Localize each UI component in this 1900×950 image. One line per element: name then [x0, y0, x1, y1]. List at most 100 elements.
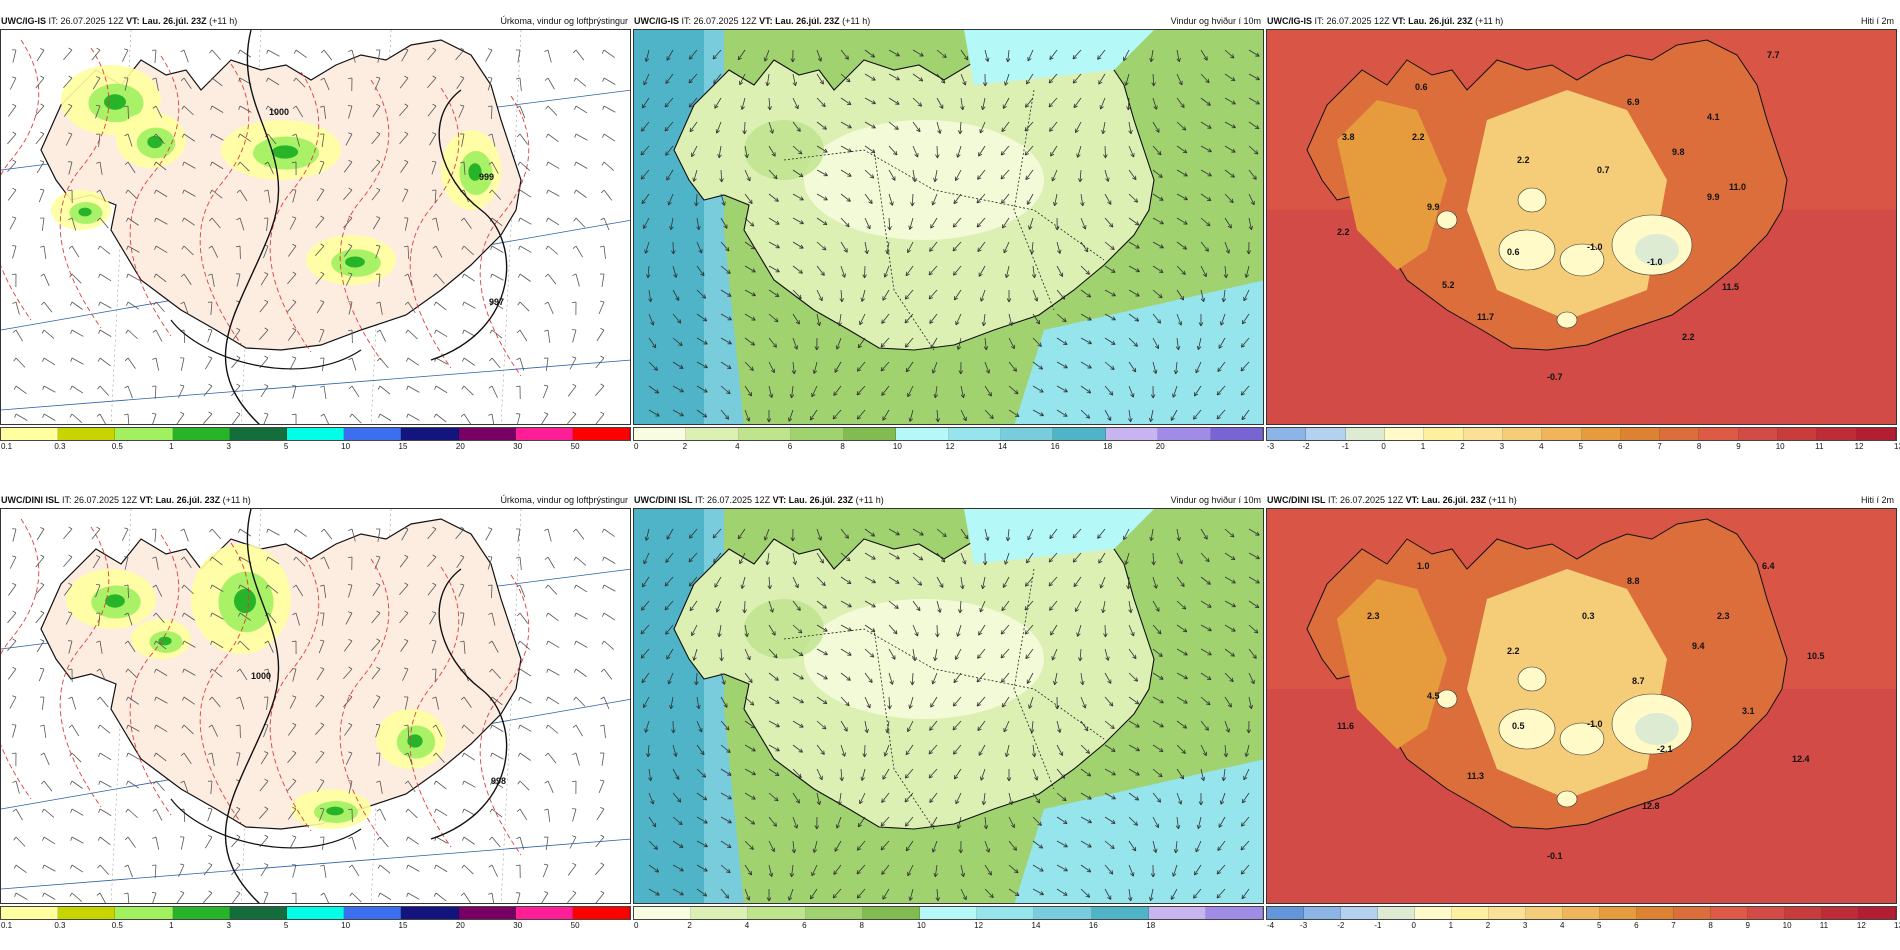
wind-barb-flag [40, 752, 45, 756]
wind-barb [1051, 169, 1058, 182]
wind-arrow-head [1193, 894, 1195, 899]
wind-barb-flag [517, 273, 521, 278]
wind-arrow-head [1151, 82, 1155, 87]
wind-arrow-head [704, 340, 708, 345]
wind-barb-flag [602, 77, 605, 82]
wind-barb [575, 556, 587, 566]
wind-arrow-head [823, 271, 825, 276]
wind-barb [955, 792, 962, 805]
wind-barb [43, 357, 56, 366]
wind-arrow-head [952, 702, 955, 707]
wind-barb [912, 169, 916, 182]
colorbar-tick-label: 11 [1815, 442, 1824, 451]
wind-arrow-head [1049, 534, 1051, 539]
wind-barb [572, 808, 577, 822]
wind-barb-flag [264, 272, 269, 275]
wind-barb [239, 584, 252, 592]
wind-barb [435, 385, 448, 394]
wind-barb [427, 528, 437, 540]
wind-arrow-head [1255, 654, 1257, 659]
wind-barb [960, 552, 966, 565]
wind-barb-flag [545, 105, 549, 110]
wind-arrow-head [1057, 250, 1061, 254]
wind-arrow-head [751, 366, 754, 371]
wind-barb [575, 217, 586, 228]
wind-arrow-head [1111, 702, 1114, 707]
wind-arrow-head [816, 322, 820, 326]
wind-arrow-head [954, 776, 959, 780]
precip-map[interactable]: 1000 999 997 [0, 29, 631, 425]
wind-arrow-head [721, 202, 725, 206]
wind-barb-flag [126, 273, 129, 278]
wind-arrow-head [1160, 196, 1164, 201]
wind-barb [1128, 624, 1135, 637]
wind-barb-flag [518, 696, 521, 701]
temperature-zone [1337, 579, 1447, 749]
colorbar-swatch [1, 428, 59, 440]
wind-arrow-head [988, 369, 991, 374]
temperature-map[interactable]: 0.6 7.7 6.9 4.1 3.8 2.2 9.8 2.2 0.7 9.9 11.0 9.9 2.2… [1266, 29, 1897, 425]
wind-barb-flag [434, 385, 437, 390]
wind-barb-flag [376, 216, 381, 219]
wind-arrow-head [656, 412, 660, 417]
wind-barb [1080, 696, 1086, 709]
wind-barb-flag [545, 133, 549, 138]
wind-barb-flag [544, 528, 549, 532]
wind-barb-flag [264, 778, 269, 782]
wind-arrow-head [1088, 414, 1091, 419]
wind-barb-flag [544, 808, 549, 811]
wind-barb-flag [40, 724, 45, 727]
wind-arrow-head [1112, 340, 1116, 345]
wind-barb-flag [516, 357, 521, 361]
wind-barb [458, 584, 465, 598]
wind-barb [121, 528, 129, 541]
wind-arrow-head [665, 560, 670, 563]
wind-barb [603, 77, 616, 85]
wind-arrow-head [797, 631, 803, 634]
wind-arrow-head [1005, 58, 1009, 63]
wind-arrow-head [905, 297, 910, 300]
wind-arrow-head [952, 725, 955, 731]
wind-map[interactable] [633, 508, 1264, 904]
wind-barb [35, 584, 45, 595]
wind-arrow-head [833, 872, 838, 875]
wind-barb [99, 640, 103, 654]
wind-barb [434, 189, 437, 203]
wind-arrow-head [962, 584, 965, 590]
wind-arrow-head [1003, 250, 1008, 254]
wind-arrow-head [698, 250, 702, 254]
wind-barb-flag [180, 752, 185, 757]
wind-barb [407, 385, 420, 393]
wind-barb [744, 265, 756, 273]
wind-barb [984, 49, 989, 62]
wind-barb-flag [348, 722, 353, 726]
wind-barb [1245, 744, 1250, 757]
wind-arrow-head [1011, 800, 1014, 805]
wind-barb [371, 640, 381, 651]
wind-arrow-head [942, 535, 947, 538]
wind-barb [643, 217, 650, 229]
precip-map[interactable]: 1000 998 [0, 508, 631, 904]
wind-arrow-head [681, 867, 684, 872]
wind-arrow-head [1197, 346, 1202, 350]
wind-barb-flag [180, 49, 185, 53]
wind-barb [183, 724, 194, 735]
temperature-map[interactable]: 1.0 8.8 6.4 2.3 0.3 2.3 2.2 9.4 10.5 8.7 4.5 3.1 11.… [1266, 508, 1897, 904]
wind-arrow-head [1080, 202, 1084, 207]
wind-barb [840, 265, 846, 278]
wind-arrow-head [688, 81, 693, 84]
wind-arrow-head [1063, 774, 1066, 779]
wind-arrow-head [1133, 344, 1138, 347]
colorbar-swatch [1542, 428, 1582, 440]
wind-arrow-head [1078, 178, 1081, 183]
wind-barb [792, 792, 800, 804]
wind-arrow-head [1077, 633, 1081, 637]
wind-arrow-head [1231, 198, 1234, 203]
wind-barb-flag [320, 750, 325, 754]
wind-arrow-head [881, 391, 883, 396]
wind-barb-flag [12, 666, 17, 670]
wind-barb [99, 892, 106, 903]
wind-arrow-head [751, 199, 753, 204]
wind-barb [401, 528, 409, 541]
wind-map[interactable] [633, 29, 1264, 425]
